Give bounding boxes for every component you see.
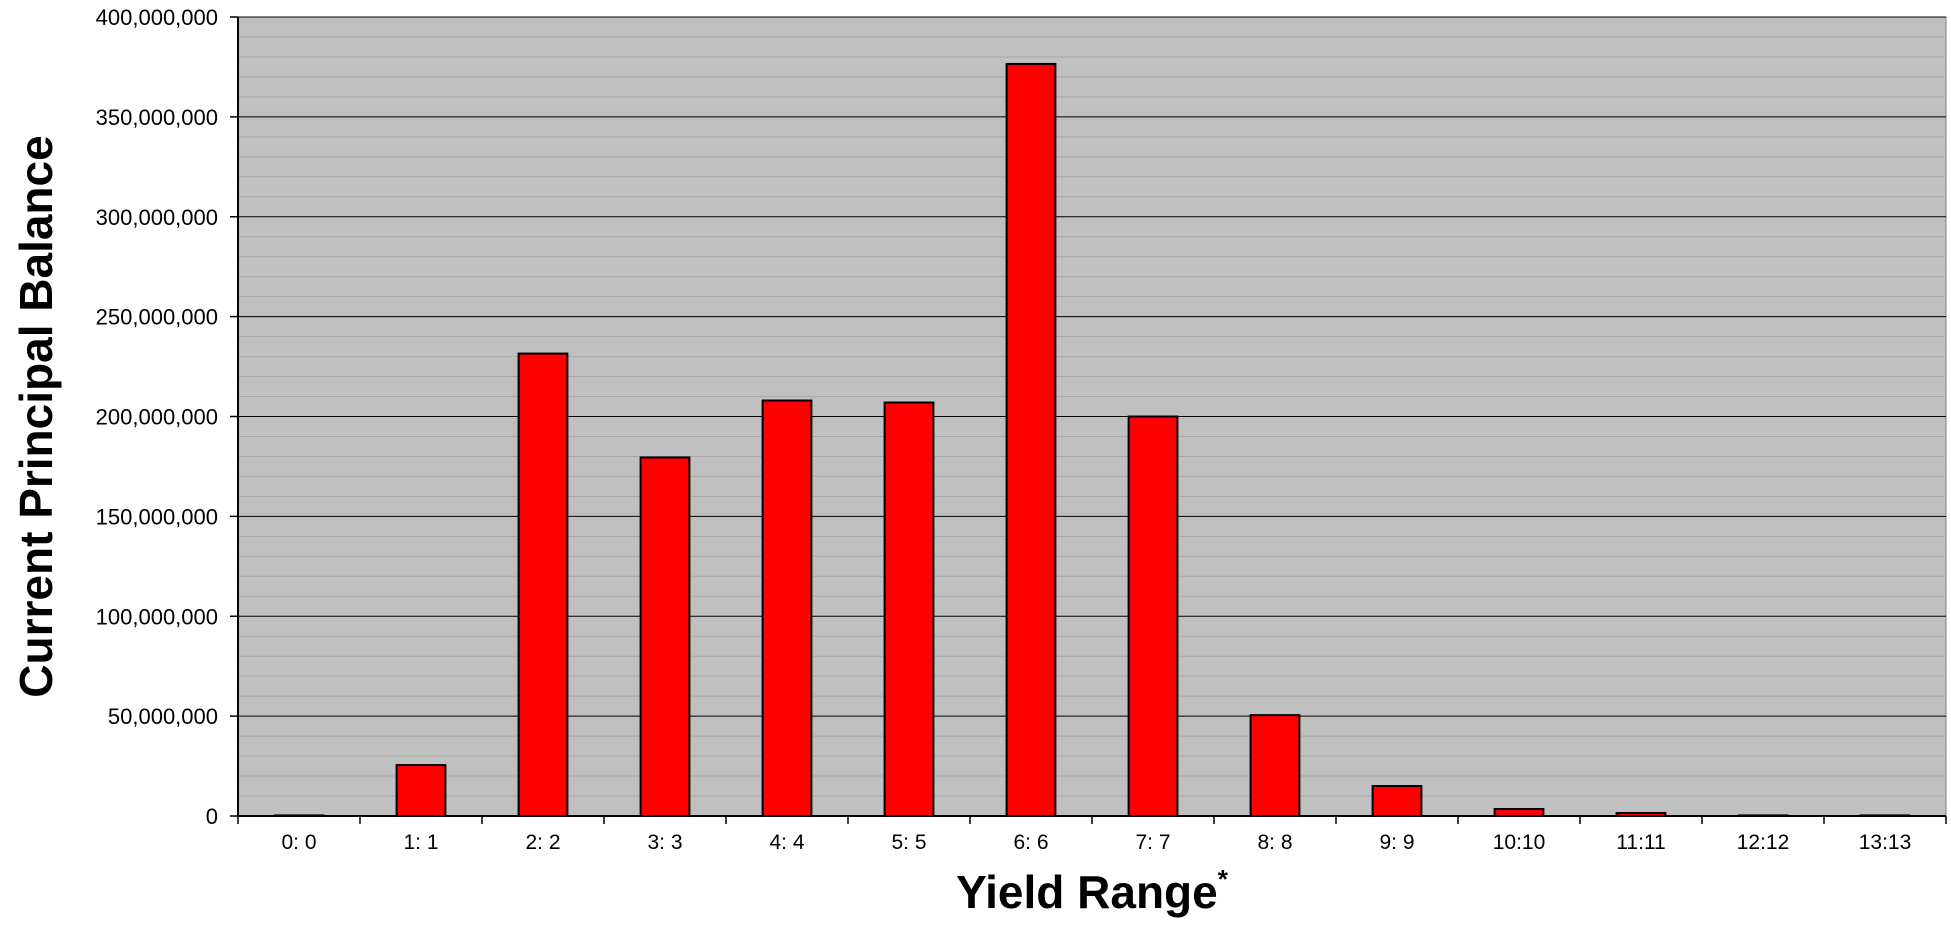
x-tick-label: 13:13 [1859, 831, 1912, 854]
x-axis-title: Yield Range* [956, 864, 1229, 918]
x-axis-ticks: 0: 0 1: 1 2: 2 3: 3 4: 4 5: 5 6: 6 7: 7 8: 8 9: 9… [237, 816, 1947, 854]
x-tick-label: 7: 7 [1135, 831, 1170, 854]
x-tick-label: 0: 0 [281, 831, 316, 854]
bar [1371, 785, 1423, 817]
x-tick-label: 1: 1 [403, 831, 438, 854]
x-tick-label: 9: 9 [1379, 831, 1414, 854]
x-tick-label: 3: 3 [647, 831, 682, 854]
bar [1127, 415, 1179, 817]
bar [1493, 808, 1545, 817]
bar [1005, 62, 1057, 818]
x-tick-label: 5: 5 [891, 831, 926, 854]
y-tick-label: 350,000,000 [96, 105, 218, 130]
x-tick-label: 4: 4 [769, 831, 804, 854]
bar [761, 399, 813, 817]
y-tick-label: 250,000,000 [96, 305, 218, 330]
y-tick-label: 200,000,000 [96, 405, 218, 430]
bar [1249, 714, 1301, 817]
y-tick-label: 150,000,000 [96, 504, 218, 529]
y-tick-label: 0 [206, 804, 218, 829]
x-tick-label: 2: 2 [525, 831, 560, 854]
bar [639, 456, 691, 817]
x-tick-label: 10:10 [1493, 831, 1546, 854]
bar [395, 764, 447, 817]
y-tick-label: 100,000,000 [96, 604, 218, 629]
y-tick-label: 300,000,000 [96, 205, 218, 230]
y-tick-label: 400,000,000 [96, 5, 218, 30]
x-tick-label: 11:11 [1616, 831, 1665, 854]
y-axis-ticks: 0 50,000,000 100,000,000 150,000,000 200,000… [96, 5, 238, 829]
x-tick-label: 12:12 [1737, 831, 1790, 854]
x-tick-label: 6: 6 [1013, 831, 1048, 854]
bar [883, 401, 935, 817]
bar-series [273, 62, 1911, 818]
bar [517, 352, 569, 817]
x-axis-title-superscript: * [1218, 864, 1229, 894]
x-axis-title-text: Yield Range [956, 866, 1218, 918]
x-tick-label: 8: 8 [1257, 831, 1292, 854]
y-tick-label: 50,000,000 [108, 704, 218, 729]
y-axis-title: Current Principal Balance [10, 135, 62, 697]
